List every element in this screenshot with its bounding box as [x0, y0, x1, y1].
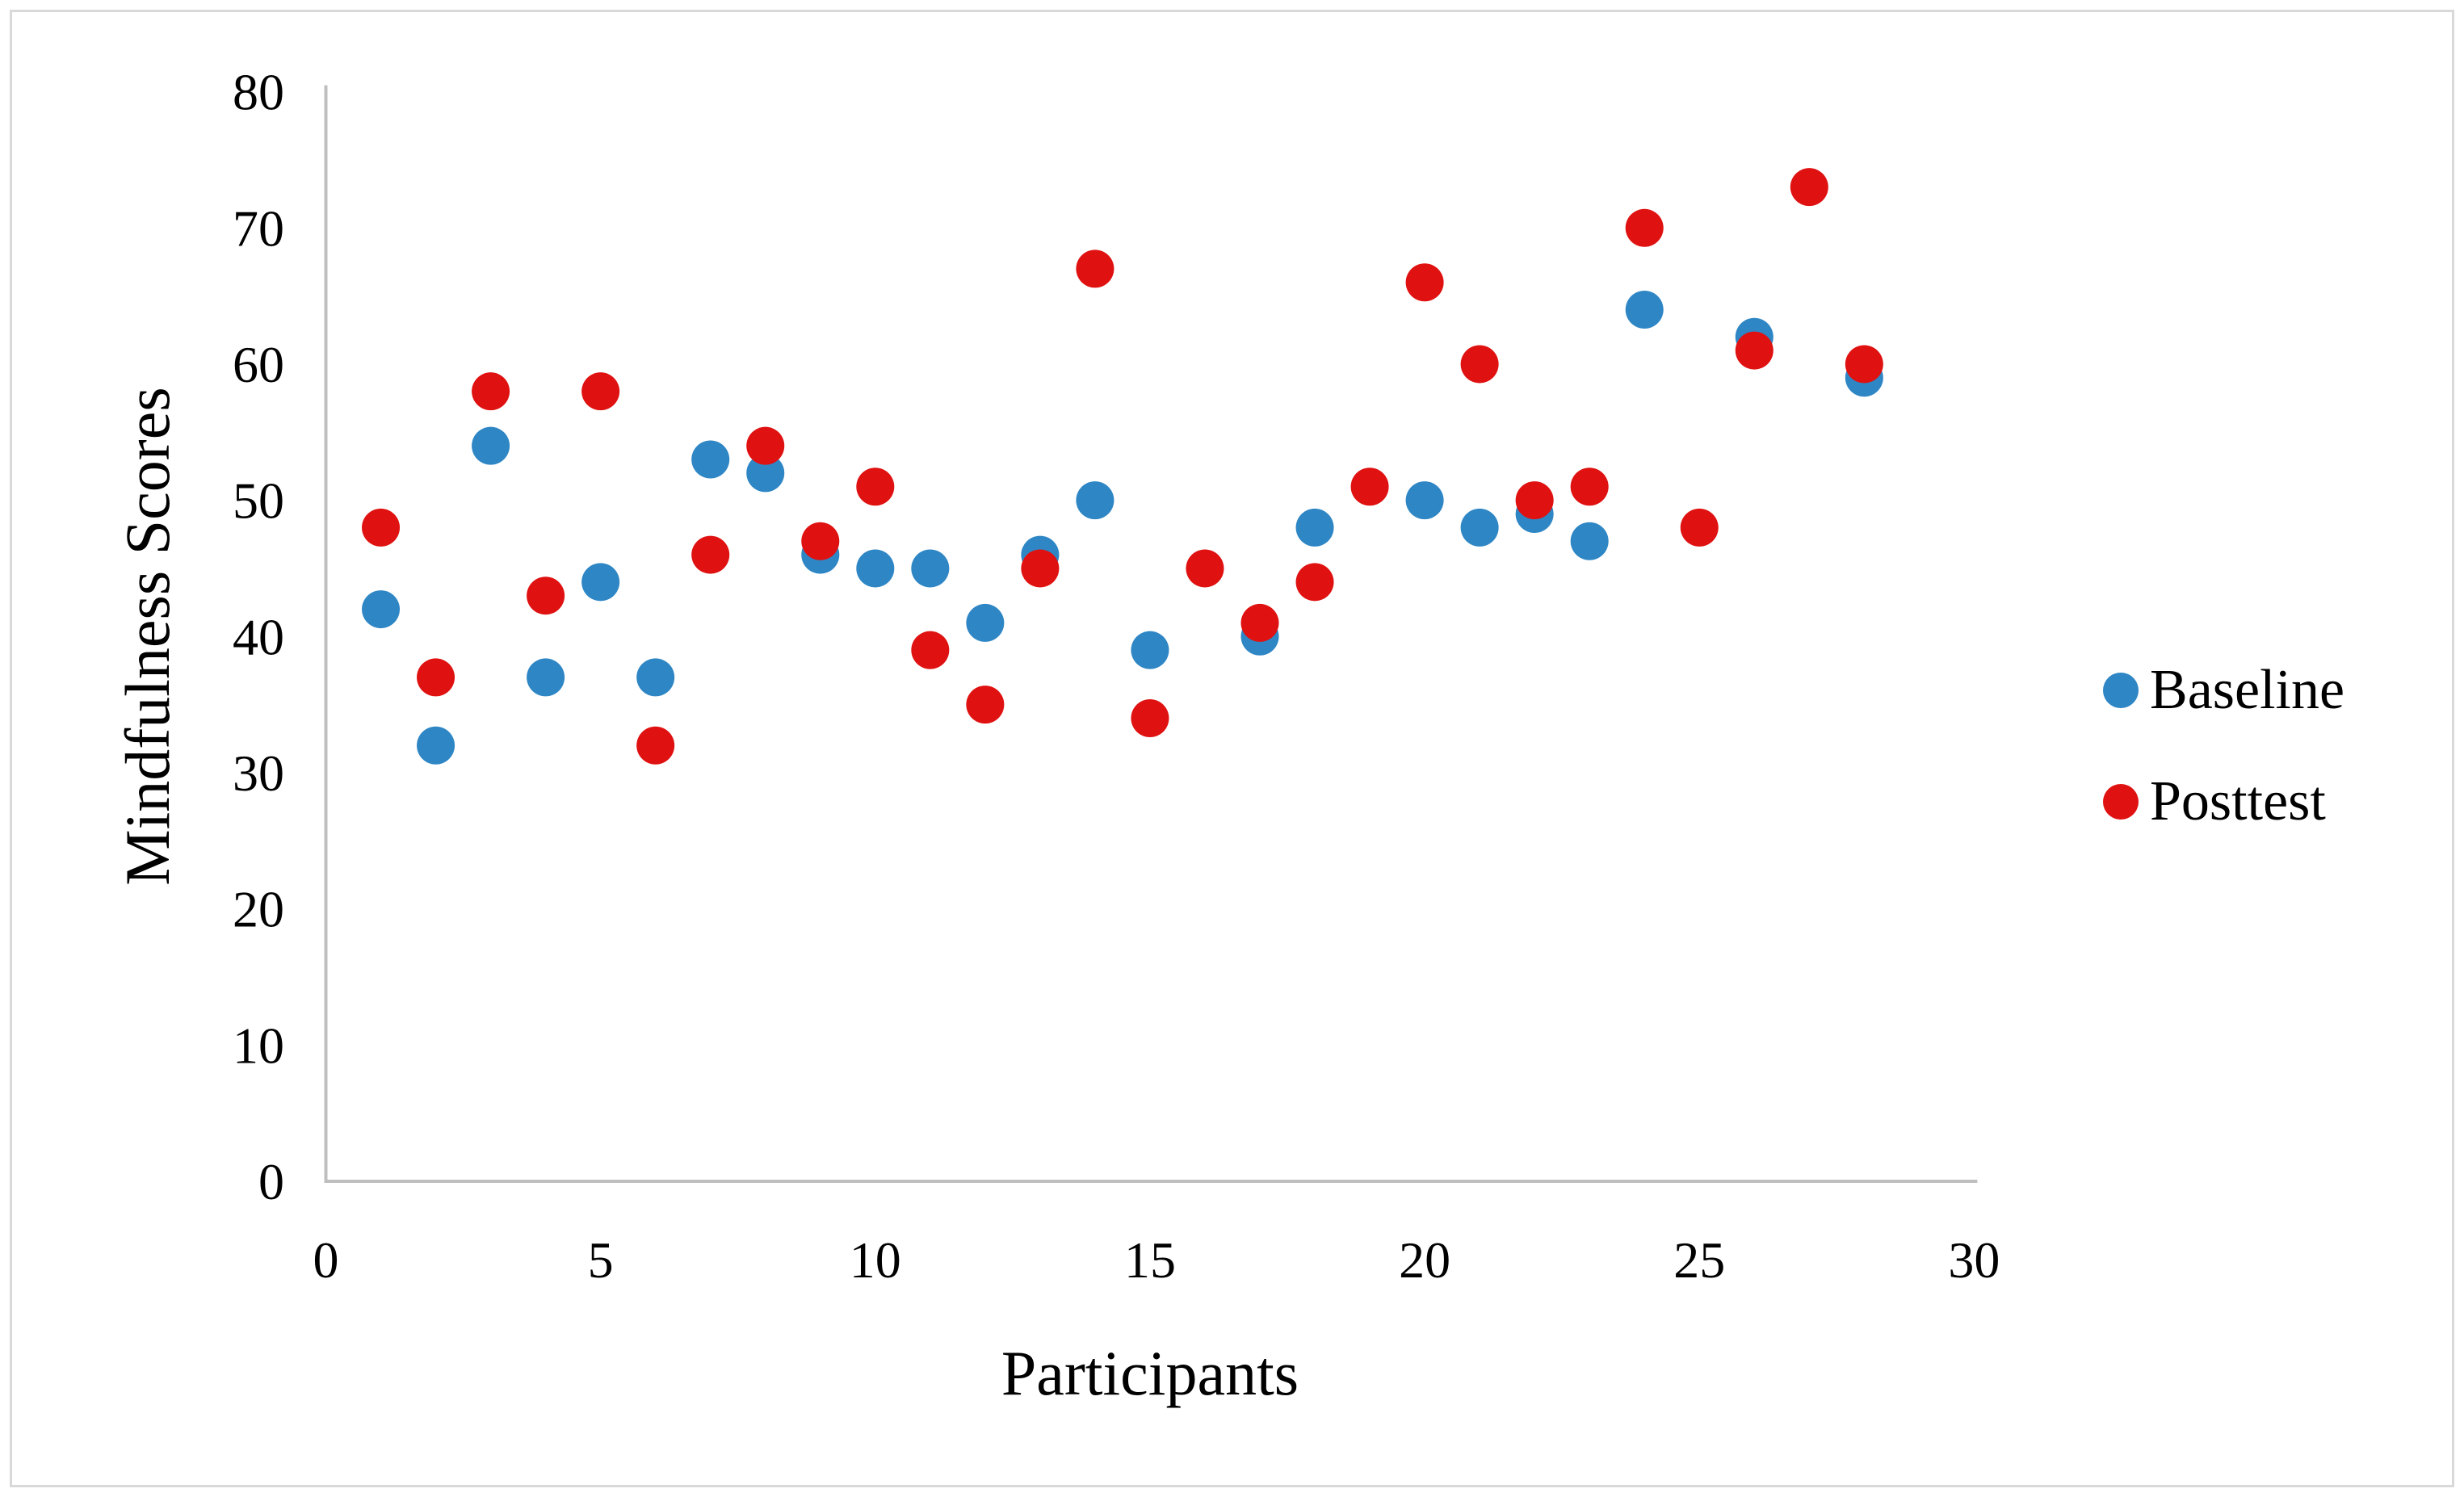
data-point-posttest [1350, 468, 1389, 506]
data-point-posttest [581, 372, 620, 411]
y-axis-title: Mindfulness Scores [112, 387, 183, 886]
posttest-marker-icon [2103, 784, 2139, 820]
data-point-posttest [1845, 345, 1883, 384]
data-point-posttest [1570, 468, 1609, 506]
data-point-posttest [801, 522, 840, 560]
y-tick-label: 20 [233, 881, 284, 938]
data-point-posttest [746, 426, 785, 465]
data-point-baseline [1295, 508, 1334, 547]
data-point-posttest [1131, 699, 1169, 738]
data-point-baseline [856, 549, 895, 588]
data-point-posttest [1021, 549, 1060, 588]
baseline-marker-icon [2103, 673, 2139, 708]
data-point-posttest [1625, 208, 1664, 247]
data-point-posttest [362, 508, 401, 547]
x-tick-label: 20 [1399, 1231, 1450, 1289]
data-point-posttest [472, 372, 510, 411]
data-point-posttest [691, 535, 730, 574]
y-tick-label: 60 [233, 336, 284, 393]
data-point-baseline [1076, 481, 1114, 520]
legend-item-posttest: Posttest [2103, 767, 2344, 837]
x-tick-label: 25 [1673, 1231, 1725, 1289]
data-point-posttest [1735, 331, 1773, 370]
x-tick-label: 10 [850, 1231, 901, 1289]
data-point-baseline [362, 590, 401, 629]
data-point-posttest [1076, 250, 1114, 288]
data-point-posttest [1680, 508, 1719, 547]
data-point-baseline [691, 440, 730, 479]
data-point-baseline [1460, 508, 1499, 547]
data-point-posttest [1186, 549, 1224, 588]
y-tick-label: 30 [233, 744, 284, 802]
data-point-baseline [1405, 481, 1444, 520]
data-point-posttest [527, 577, 565, 615]
data-point-baseline [581, 563, 620, 602]
y-tick-label: 50 [233, 472, 284, 530]
data-point-baseline [911, 549, 950, 588]
data-point-posttest [1295, 563, 1334, 602]
legend-item-baseline: Baseline [2103, 656, 2344, 725]
legend-label-posttest: Posttest [2150, 770, 2326, 832]
data-point-baseline [527, 658, 565, 697]
data-point-posttest [1515, 481, 1554, 520]
data-point-baseline [417, 726, 455, 765]
data-point-posttest [636, 726, 675, 765]
data-point-posttest [966, 686, 1005, 724]
data-point-baseline [636, 658, 675, 697]
data-point-baseline [1570, 522, 1609, 560]
x-tick-label: 0 [313, 1231, 339, 1289]
y-tick-label: 70 [233, 199, 284, 257]
y-tick-label: 40 [233, 608, 284, 665]
data-point-posttest [417, 658, 455, 697]
y-tick-label: 10 [233, 1017, 284, 1074]
data-point-posttest [911, 631, 950, 669]
data-point-posttest [1790, 168, 1828, 207]
data-point-posttest [1240, 603, 1279, 642]
y-tick-label: 0 [258, 1153, 284, 1210]
x-axis-title: Participants [1001, 1338, 1299, 1408]
x-tick-label: 15 [1124, 1231, 1176, 1289]
data-point-baseline [966, 603, 1005, 642]
y-tick-label: 80 [233, 64, 284, 121]
legend-label-baseline: Baseline [2150, 659, 2345, 721]
data-point-baseline [472, 426, 510, 465]
data-point-baseline [1625, 290, 1664, 329]
x-tick-label: 5 [588, 1231, 614, 1289]
data-point-posttest [1460, 345, 1499, 384]
data-point-posttest [856, 468, 895, 506]
data-point-baseline [1131, 631, 1169, 669]
data-point-posttest [1405, 263, 1444, 302]
legend: Baseline Posttest [2103, 656, 2344, 837]
x-tick-label: 30 [1948, 1231, 2000, 1289]
data-point-baseline [746, 454, 785, 493]
